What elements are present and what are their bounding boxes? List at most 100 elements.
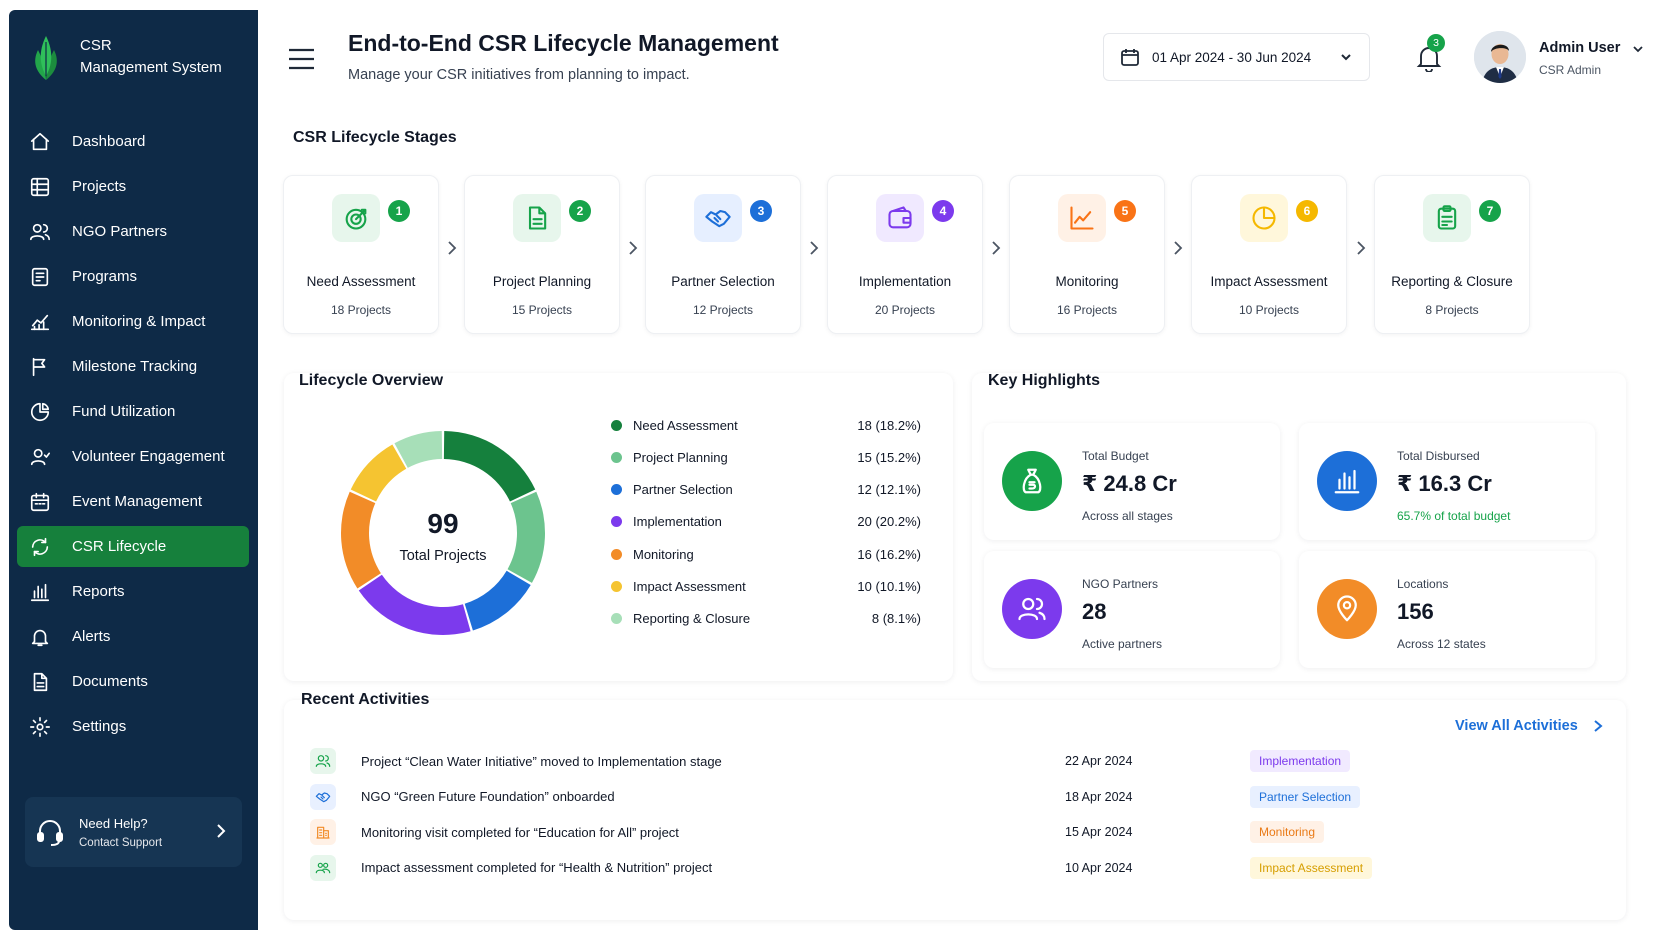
sidebar-item-label: NGO Partners — [72, 223, 168, 240]
stages-section-title: CSR Lifecycle Stages — [293, 129, 457, 146]
stage-card-2[interactable]: 2 Project Planning 15 Projects — [464, 175, 620, 334]
chevron-right-icon — [1594, 720, 1603, 732]
gear-icon — [29, 716, 51, 738]
stage-count: 8 Projects — [1425, 303, 1479, 317]
highlight-icon-wrap — [1002, 451, 1062, 511]
sidebar-item-label: Milestone Tracking — [72, 358, 198, 375]
highlight-icon-wrap — [1317, 451, 1377, 511]
users-icon — [30, 223, 50, 240]
highlight-label: Locations — [1397, 577, 1449, 591]
chart-icon — [30, 314, 50, 330]
stage-count: 16 Projects — [1056, 303, 1118, 317]
sidebar-item-event-management[interactable]: Event Management — [17, 481, 249, 522]
people-icon — [315, 862, 331, 873]
help-subtitle: Contact Support — [79, 836, 163, 849]
sidebar-item-monitoring-impact[interactable]: Monitoring & Impact — [17, 301, 249, 342]
sidebar-item-settings[interactable]: Settings — [17, 706, 249, 747]
view-all-label: View All Activities — [1455, 718, 1578, 734]
donut-slice-implementation — [358, 574, 471, 635]
highlight-subtext: Across 12 states — [1397, 637, 1486, 651]
legend-value: 20 (20.2%) — [857, 514, 921, 530]
donut-slice-project-planning — [507, 491, 545, 583]
stage-card-4[interactable]: 4 Implementation 20 Projects — [827, 175, 983, 334]
avatar[interactable] — [1474, 31, 1526, 83]
home-icon — [30, 132, 50, 150]
need-help-card[interactable]: Need Help? Contact Support — [25, 797, 242, 867]
calendar-icon — [29, 491, 51, 513]
activity-date: 22 Apr 2024 — [1065, 754, 1133, 768]
stage-icon-wrap — [1058, 194, 1106, 242]
wallet-icon — [888, 206, 912, 229]
sidebar-item-label: Alerts — [72, 628, 111, 645]
highlights-title: Key Highlights — [988, 372, 1101, 389]
highlight-value: ₹ 24.8 Cr — [1082, 471, 1177, 496]
sidebar-item-volunteer-engagement[interactable]: Volunteer Engagement — [17, 436, 249, 477]
brand[interactable]: CSR Management System — [26, 32, 222, 82]
stage-card-7[interactable]: 7 Reporting & Closure 8 Projects — [1374, 175, 1530, 334]
activity-row[interactable]: Project “Clean Water Initiative” moved t… — [310, 747, 1380, 775]
sidebar-item-alerts[interactable]: Alerts — [17, 616, 249, 657]
document-icon — [29, 671, 51, 693]
stage-card-1[interactable]: 1 Need Assessment 18 Projects — [283, 175, 439, 334]
stage-icon-wrap — [513, 194, 561, 242]
location-pin-icon — [1337, 595, 1357, 622]
sidebar-item-reports[interactable]: Reports — [17, 571, 249, 612]
highlight-total-budget: Total Budget ₹ 24.8 Cr Across all stages — [984, 423, 1280, 540]
sidebar-item-ngo-partners[interactable]: NGO Partners — [17, 211, 249, 252]
hamburger-menu-icon[interactable] — [288, 48, 315, 70]
donut-slice-partner-selection — [464, 570, 531, 631]
stage-label: Reporting & Closure — [1391, 274, 1513, 289]
legend-dot — [611, 484, 622, 496]
stage-arrow-chevron-icon — [1356, 240, 1366, 256]
clipboard-icon — [1437, 205, 1457, 230]
sidebar-item-documents[interactable]: Documents — [17, 661, 249, 702]
activity-row[interactable]: Monitoring visit completed for “Educatio… — [310, 818, 1380, 846]
view-all-activities-link[interactable]: View All Activities — [1455, 718, 1604, 734]
highlight-subtext: Active partners — [1082, 637, 1163, 651]
user-name[interactable]: Admin User — [1539, 40, 1621, 56]
pie-icon — [29, 401, 51, 423]
document-icon — [33, 672, 48, 691]
stage-card-6[interactable]: 6 Impact Assessment 10 Projects — [1191, 175, 1347, 334]
pie-icon — [30, 402, 50, 421]
users-icon — [1018, 597, 1046, 621]
sidebar: CSR Management System Dashboard Projects… — [9, 10, 258, 930]
sidebar-item-label: Reports — [72, 583, 125, 600]
activity-stage-tag: Impact Assessment — [1250, 856, 1373, 879]
sidebar-item-label: Settings — [72, 718, 127, 735]
grid-icon — [29, 176, 51, 198]
activities-title: Recent Activities — [301, 691, 430, 708]
sidebar-item-fund-utilization[interactable]: Fund Utilization — [17, 391, 249, 432]
calendar-icon — [1121, 49, 1139, 66]
sidebar-item-projects[interactable]: Projects — [17, 166, 249, 207]
activity-row[interactable]: NGO “Green Future Foundation” onboarded … — [310, 783, 1380, 811]
bar-chart-icon — [29, 581, 51, 603]
sidebar-item-milestone-tracking[interactable]: Milestone Tracking — [17, 346, 249, 387]
stage-card-5[interactable]: 5 Monitoring 16 Projects — [1009, 175, 1165, 334]
user-menu-chevron-icon[interactable] — [1632, 43, 1644, 55]
donut-slice-monitoring — [341, 491, 381, 589]
bar-chart-icon — [1334, 469, 1360, 494]
building-icon — [316, 826, 330, 839]
activity-date: 18 Apr 2024 — [1065, 789, 1133, 804]
stage-count: 18 Projects — [330, 303, 392, 317]
home-icon — [29, 131, 51, 153]
stage-arrow-chevron-icon — [628, 240, 638, 256]
sidebar-item-label: Projects — [72, 178, 127, 195]
stage-card-3[interactable]: 3 Partner Selection 12 Projects — [645, 175, 801, 334]
sidebar-item-dashboard[interactable]: Dashboard — [17, 121, 249, 162]
programs-icon — [29, 266, 51, 288]
legend-dot — [611, 581, 622, 592]
legend-dot — [611, 613, 622, 625]
date-range-picker[interactable]: 01 Apr 2024 - 30 Jun 2024 — [1103, 33, 1370, 81]
activity-row[interactable]: Impact assessment completed for “Health … — [310, 854, 1380, 882]
activity-icon-wrap — [310, 819, 336, 845]
users-icon — [29, 221, 51, 243]
sidebar-item-csr-lifecycle[interactable]: CSR Lifecycle — [17, 526, 249, 567]
gear-icon — [30, 716, 50, 737]
flag-icon — [29, 356, 51, 378]
activity-date: 15 Apr 2024 — [1065, 825, 1133, 839]
sidebar-item-programs[interactable]: Programs — [17, 256, 249, 297]
highlight-icon-wrap — [1317, 579, 1377, 639]
user-role: CSR Admin — [1539, 63, 1602, 77]
